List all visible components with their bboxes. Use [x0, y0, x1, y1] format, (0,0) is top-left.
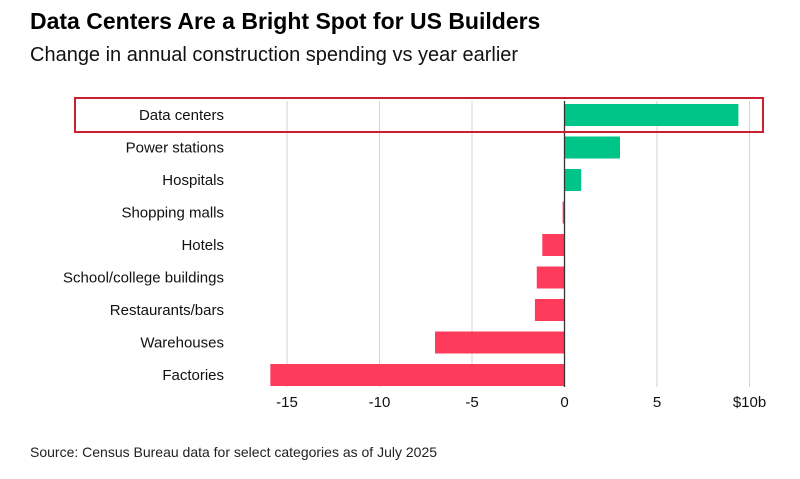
chart-subtitle: Change in annual construction spending v… [30, 44, 519, 66]
bar-restaurants-bars [534, 299, 565, 321]
x-tick-label: $10b [733, 394, 766, 411]
category-label: Restaurants/bars [110, 302, 224, 319]
bar-warehouses [435, 331, 565, 354]
bar-hotels [542, 234, 565, 256]
bar-shopping-malls [562, 201, 565, 224]
bar-factories [270, 364, 565, 386]
x-tick-label: 5 [653, 394, 661, 411]
category-label: Hospitals [162, 172, 224, 189]
x-tick-label: -15 [276, 394, 298, 411]
bar-hospitals [564, 169, 582, 191]
bar-data-centers [564, 104, 739, 126]
highlight-box [74, 97, 764, 133]
category-label: Hotels [181, 237, 224, 254]
category-label: Factories [162, 367, 224, 384]
category-label: Power stations [126, 140, 224, 157]
x-tick-label: -5 [465, 394, 478, 411]
bar-power-stations [564, 136, 620, 159]
x-tick-label: -10 [369, 394, 391, 411]
x-tick-label: 0 [560, 394, 568, 411]
category-label: School/college buildings [63, 270, 224, 287]
category-label: Shopping malls [121, 205, 224, 222]
chart-title: Data Centers Are a Bright Spot for US Bu… [30, 8, 541, 34]
category-label: Data centers [139, 107, 224, 124]
source-note: Source: Census Bureau data for select ca… [30, 444, 438, 460]
bar-school-college-buildings [536, 266, 565, 289]
category-label: Warehouses [140, 335, 224, 352]
